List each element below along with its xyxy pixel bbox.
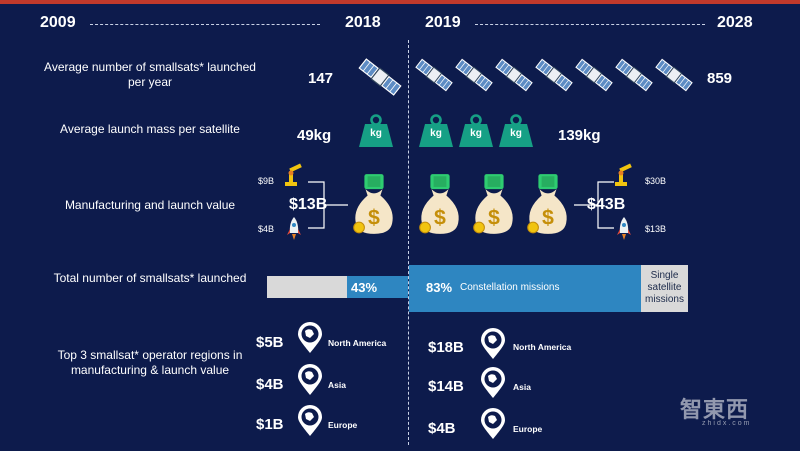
robot-arm-icon	[282, 163, 306, 187]
weight-icon-label: kg	[510, 128, 522, 139]
left-region-value: $5B	[256, 334, 284, 351]
robot-arm-icon	[612, 163, 636, 187]
rocket-icon	[616, 216, 632, 242]
europe-pin-icon	[480, 408, 506, 440]
right-launch-value: $13B	[645, 224, 667, 234]
left-constellation-percent: 43%	[351, 280, 378, 295]
launched-right-value: 859	[707, 70, 733, 87]
weight-icon: kg	[458, 114, 494, 148]
value-right-total: $43B	[587, 196, 626, 213]
mass-left-value: 49kg	[297, 127, 332, 144]
bracket-connector	[574, 181, 614, 229]
north-america-pin-icon	[297, 322, 323, 354]
weight-icon: kg	[358, 114, 394, 148]
satellite-icon	[534, 57, 574, 93]
satellite-icon	[454, 57, 494, 93]
left-constellation-bar	[347, 276, 408, 298]
right-region-name: Asia	[513, 382, 531, 392]
single-missions-label: Single satellite missions	[645, 270, 684, 305]
period-divider	[408, 40, 409, 445]
right-region-value: $18B	[428, 339, 464, 356]
right-manufacturing-value: $30B	[645, 176, 667, 186]
top-accent-bar	[0, 0, 800, 4]
row-regions-label: Top 3 smallsat* operator regions in manu…	[57, 348, 243, 377]
left-region-value: $4B	[256, 376, 284, 393]
money-bag-icon	[472, 172, 516, 236]
money-bag-icon	[526, 172, 570, 236]
right-region-value: $4B	[428, 420, 456, 437]
timeline-dash-left	[90, 24, 320, 25]
left-region-name: Europe	[328, 420, 358, 430]
money-bag-icon	[418, 172, 462, 236]
north-america-pin-icon	[480, 328, 506, 360]
row-mass-label: Average launch mass per satellite	[60, 122, 240, 136]
satellite-icon	[494, 57, 534, 93]
right-region-value: $14B	[428, 378, 464, 395]
row-value-label: Manufacturing and launch value	[64, 198, 236, 212]
weight-icon-label: kg	[470, 128, 482, 139]
value-left-total: $13B	[289, 196, 328, 213]
left-region-name: North America	[328, 338, 387, 348]
satellite-icon	[614, 57, 654, 93]
bracket-connector	[308, 181, 348, 229]
right-constellation-percent: 83%	[426, 280, 453, 295]
left-single-bar	[267, 276, 347, 298]
weight-icon-label: kg	[370, 128, 382, 139]
weight-icon: kg	[498, 114, 534, 148]
weight-icon: kg	[418, 114, 454, 148]
satellite-icon	[357, 57, 403, 97]
row-launched-label: Average number of smallsats* launched pe…	[44, 60, 256, 89]
left-region-name: Asia	[328, 380, 346, 390]
asia-pin-icon	[297, 364, 323, 396]
watermark-url: zhidx.com	[702, 420, 752, 427]
right-region-name: North America	[513, 342, 572, 352]
left-region-value: $1B	[256, 416, 284, 433]
year-2028: 2028	[717, 14, 753, 31]
year-2018: 2018	[345, 14, 381, 31]
year-2019: 2019	[425, 14, 461, 31]
timeline-dash-right	[475, 24, 705, 25]
weight-icon-label: kg	[430, 128, 442, 139]
satellite-icon	[574, 57, 614, 93]
left-manufacturing-value: $9B	[258, 176, 275, 186]
satellite-icon	[414, 57, 454, 93]
mass-right-value: 139kg	[558, 127, 601, 144]
row-total-label: Total number of smallsats* launched	[53, 271, 247, 285]
year-2009: 2009	[40, 14, 76, 31]
satellite-icon	[654, 57, 694, 93]
left-launch-value: $4B	[258, 224, 275, 234]
asia-pin-icon	[480, 367, 506, 399]
europe-pin-icon	[297, 405, 323, 437]
money-bag-icon	[352, 172, 396, 236]
launched-left-value: 147	[308, 70, 334, 87]
rocket-icon	[286, 216, 302, 242]
right-region-name: Europe	[513, 424, 543, 434]
right-constellation-bar	[409, 265, 641, 312]
constellation-missions-label: Constellation missions	[460, 282, 560, 293]
watermark-logo: 智東西	[680, 397, 750, 422]
right-single-bar: Single satellite missions	[641, 265, 688, 312]
